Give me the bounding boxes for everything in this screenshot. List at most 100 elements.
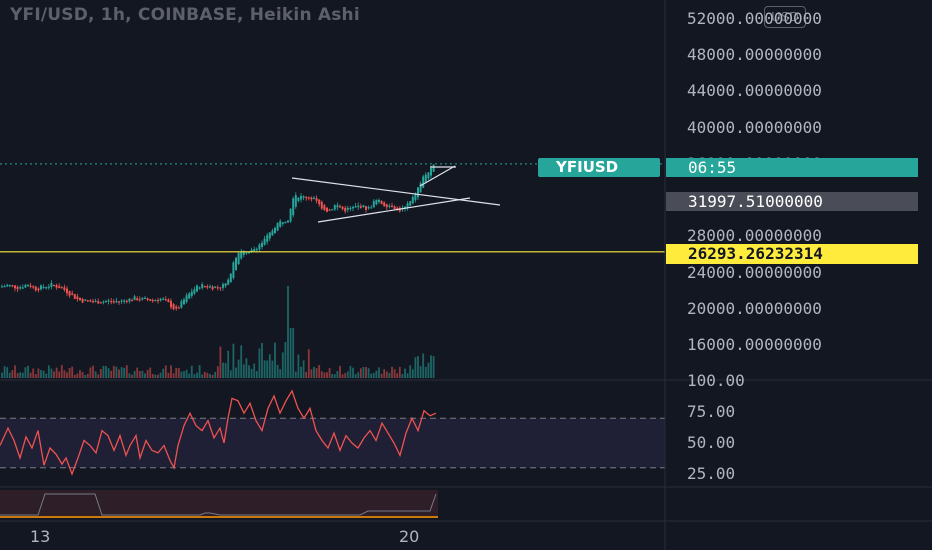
time-tick-13: 13 (30, 527, 51, 546)
volume-bar (162, 368, 165, 378)
volume-bar (81, 372, 84, 378)
candle (274, 227, 276, 234)
candle (242, 251, 245, 255)
candle (305, 196, 308, 199)
volume-bar (157, 374, 159, 378)
candle (164, 299, 167, 301)
volume-bar (359, 368, 362, 378)
volume-bar (370, 373, 373, 378)
candle (97, 301, 100, 304)
candle (209, 286, 211, 288)
candle (53, 284, 55, 287)
candle (118, 301, 120, 303)
candle (354, 206, 357, 208)
volume-bar (29, 372, 32, 378)
volume-bar (138, 371, 141, 378)
candle (144, 297, 146, 300)
candle (115, 301, 118, 303)
volume-bar (320, 371, 323, 378)
volume-bar (211, 374, 214, 378)
candle (177, 307, 180, 309)
volume-bar (432, 356, 435, 378)
last-price-label: 31997.51000000 (666, 192, 918, 211)
volume-bar (352, 367, 354, 378)
volume-bar (287, 286, 289, 378)
volume-bar (393, 369, 396, 378)
candle (385, 204, 388, 208)
candle (320, 201, 323, 209)
volume-bar (32, 368, 35, 378)
volume-bar (45, 373, 48, 378)
candle (216, 287, 219, 289)
horizontal-line-label[interactable]: 26293.26232314 (666, 244, 918, 264)
price-tick: 24000.00000000 (687, 262, 822, 282)
price-tick: 16000.00000000 (687, 335, 822, 354)
candle (76, 296, 79, 300)
volume-bar (305, 371, 308, 378)
candle (99, 302, 102, 304)
candle (255, 248, 258, 251)
price-tick: 20000.00000000 (687, 298, 822, 318)
price-tick: 40000.00000000 (687, 117, 822, 137)
volume-bar (133, 371, 136, 378)
volume-bar (430, 355, 432, 378)
candle (183, 299, 185, 305)
candle (196, 285, 198, 292)
volume-bar (284, 342, 287, 378)
candle (32, 286, 35, 288)
candle (24, 284, 27, 288)
volume-bar (401, 374, 404, 378)
breakout-line (419, 165, 456, 187)
volume-bar (177, 367, 180, 378)
volume-bar (404, 368, 406, 378)
volume-bar (227, 350, 230, 378)
candle (214, 286, 217, 288)
candle (180, 301, 183, 308)
candle (268, 232, 271, 239)
candle (89, 300, 92, 302)
candle (378, 199, 380, 203)
volume-bar (326, 372, 328, 378)
candles (1, 164, 435, 311)
volume-bar (71, 366, 74, 378)
candle (297, 197, 300, 201)
candle (292, 198, 295, 216)
candle (14, 285, 16, 289)
candle (102, 301, 105, 303)
candle (422, 176, 425, 188)
volume-bar (409, 365, 412, 378)
volume-bar (229, 370, 232, 378)
candle (19, 287, 22, 289)
volume-bar (89, 367, 92, 378)
volume-bar (383, 369, 386, 378)
candle (235, 257, 237, 271)
volume-bar (300, 366, 302, 378)
candle (227, 279, 230, 285)
candle (107, 300, 110, 302)
candle (11, 285, 14, 287)
volume-bar (240, 345, 243, 378)
candle (146, 298, 149, 300)
candle (47, 286, 50, 288)
currency-button[interactable]: USD (764, 6, 806, 28)
candle (206, 286, 209, 288)
candle (170, 300, 172, 308)
candle (352, 206, 354, 209)
volume-bar (110, 370, 113, 378)
volume-bar (279, 369, 282, 378)
rsi-tick: 50.00 (687, 433, 736, 452)
volume-bar (131, 374, 133, 378)
candle (294, 195, 297, 207)
volume-bar (419, 366, 422, 378)
chart-title: YFI/USD, 1h, COINBASE, Heikin Ashi (10, 5, 360, 25)
volume-bar (268, 354, 271, 378)
volume-bar (414, 357, 417, 378)
volume-bar (422, 353, 425, 378)
volume-bar (128, 373, 131, 378)
candle (29, 285, 32, 287)
volume-bar (388, 372, 391, 378)
volume-bar (318, 365, 321, 378)
candle (66, 288, 68, 294)
